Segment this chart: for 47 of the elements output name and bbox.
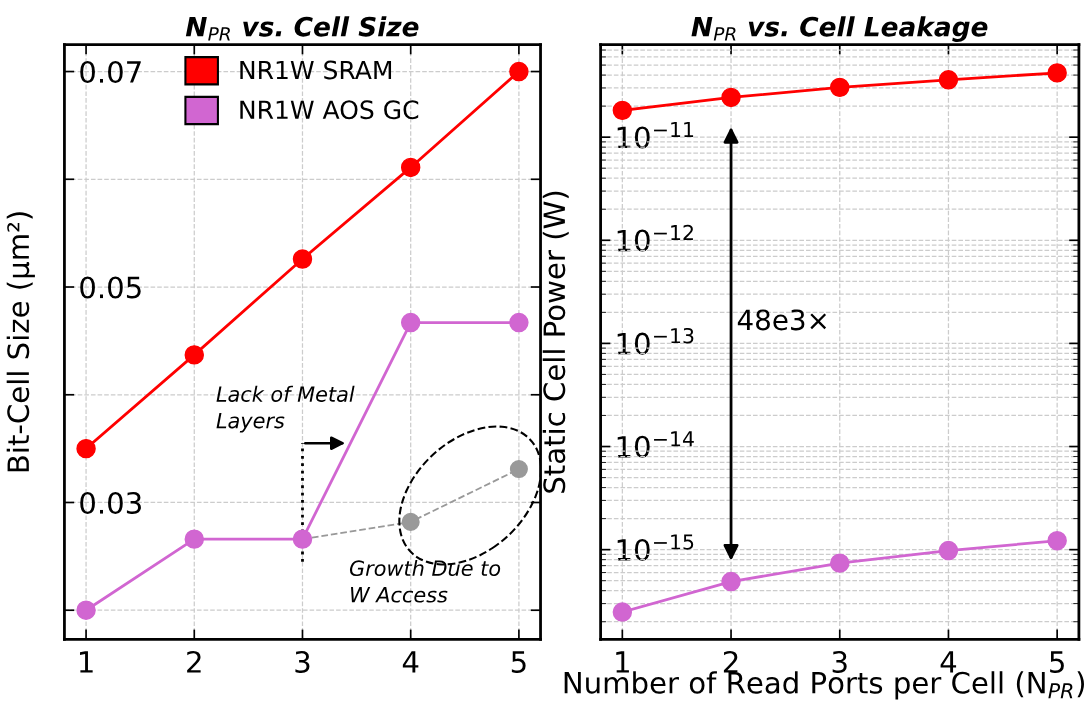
point — [938, 70, 959, 90]
y-tick-label: 0.03 — [80, 491, 141, 514]
annotation: Lack of Metal Layers — [216, 385, 355, 433]
point — [1047, 63, 1067, 83]
x-tick-label: 2 — [723, 650, 738, 673]
chart-title: N$_{PR}$ vs. Cell Size — [185, 16, 419, 41]
legend-label: NR1W AOS GC — [240, 100, 419, 120]
x-tick-label: 3 — [295, 650, 310, 674]
x-tick-label: 4 — [402, 651, 419, 673]
point — [509, 312, 529, 333]
legend-label: NR1W SRAM — [240, 60, 392, 80]
y-axis-title: Static Cell Power (W) — [542, 191, 569, 493]
x-tick-label: 3 — [832, 650, 847, 674]
x-tick-label: 1 — [79, 651, 93, 673]
y-tick-label: 10$^{−11}$ — [617, 122, 694, 149]
x-tick-label: 5 — [1050, 651, 1064, 674]
point — [830, 553, 850, 573]
x-tick-label: 1 — [616, 651, 629, 673]
y-axis-title: Bit-Cell Size (µm²) — [6, 212, 35, 472]
point — [292, 249, 313, 269]
annotation: 48e3× — [737, 309, 827, 331]
point — [509, 61, 529, 82]
point — [938, 540, 959, 561]
point — [400, 157, 421, 178]
point — [400, 312, 421, 333]
x-tick-label: 2 — [187, 650, 201, 673]
annotation: Growth Due to W Access — [349, 559, 501, 603]
x-tick-label: 5 — [511, 651, 526, 674]
point — [76, 600, 96, 620]
point — [612, 602, 633, 622]
point — [830, 77, 850, 98]
point — [612, 100, 633, 121]
point — [721, 87, 741, 108]
point — [184, 345, 204, 365]
point — [184, 529, 204, 549]
y-tick-label: 10$^{−14}$ — [617, 431, 694, 458]
point — [401, 512, 420, 531]
chart-title: N$_{PR}$ vs. Cell Leakage — [691, 16, 988, 42]
y-tick-label: 10$^{−13}$ — [617, 327, 694, 355]
point — [721, 571, 741, 592]
y-tick-label: 10$^{−12}$ — [617, 224, 693, 252]
y-tick-label: 0.05 — [80, 276, 141, 299]
y-tick-label: 0.07 — [80, 60, 141, 84]
point — [509, 460, 528, 479]
point — [1047, 531, 1067, 551]
point — [76, 438, 96, 459]
x-tick-label: 4 — [940, 651, 957, 673]
